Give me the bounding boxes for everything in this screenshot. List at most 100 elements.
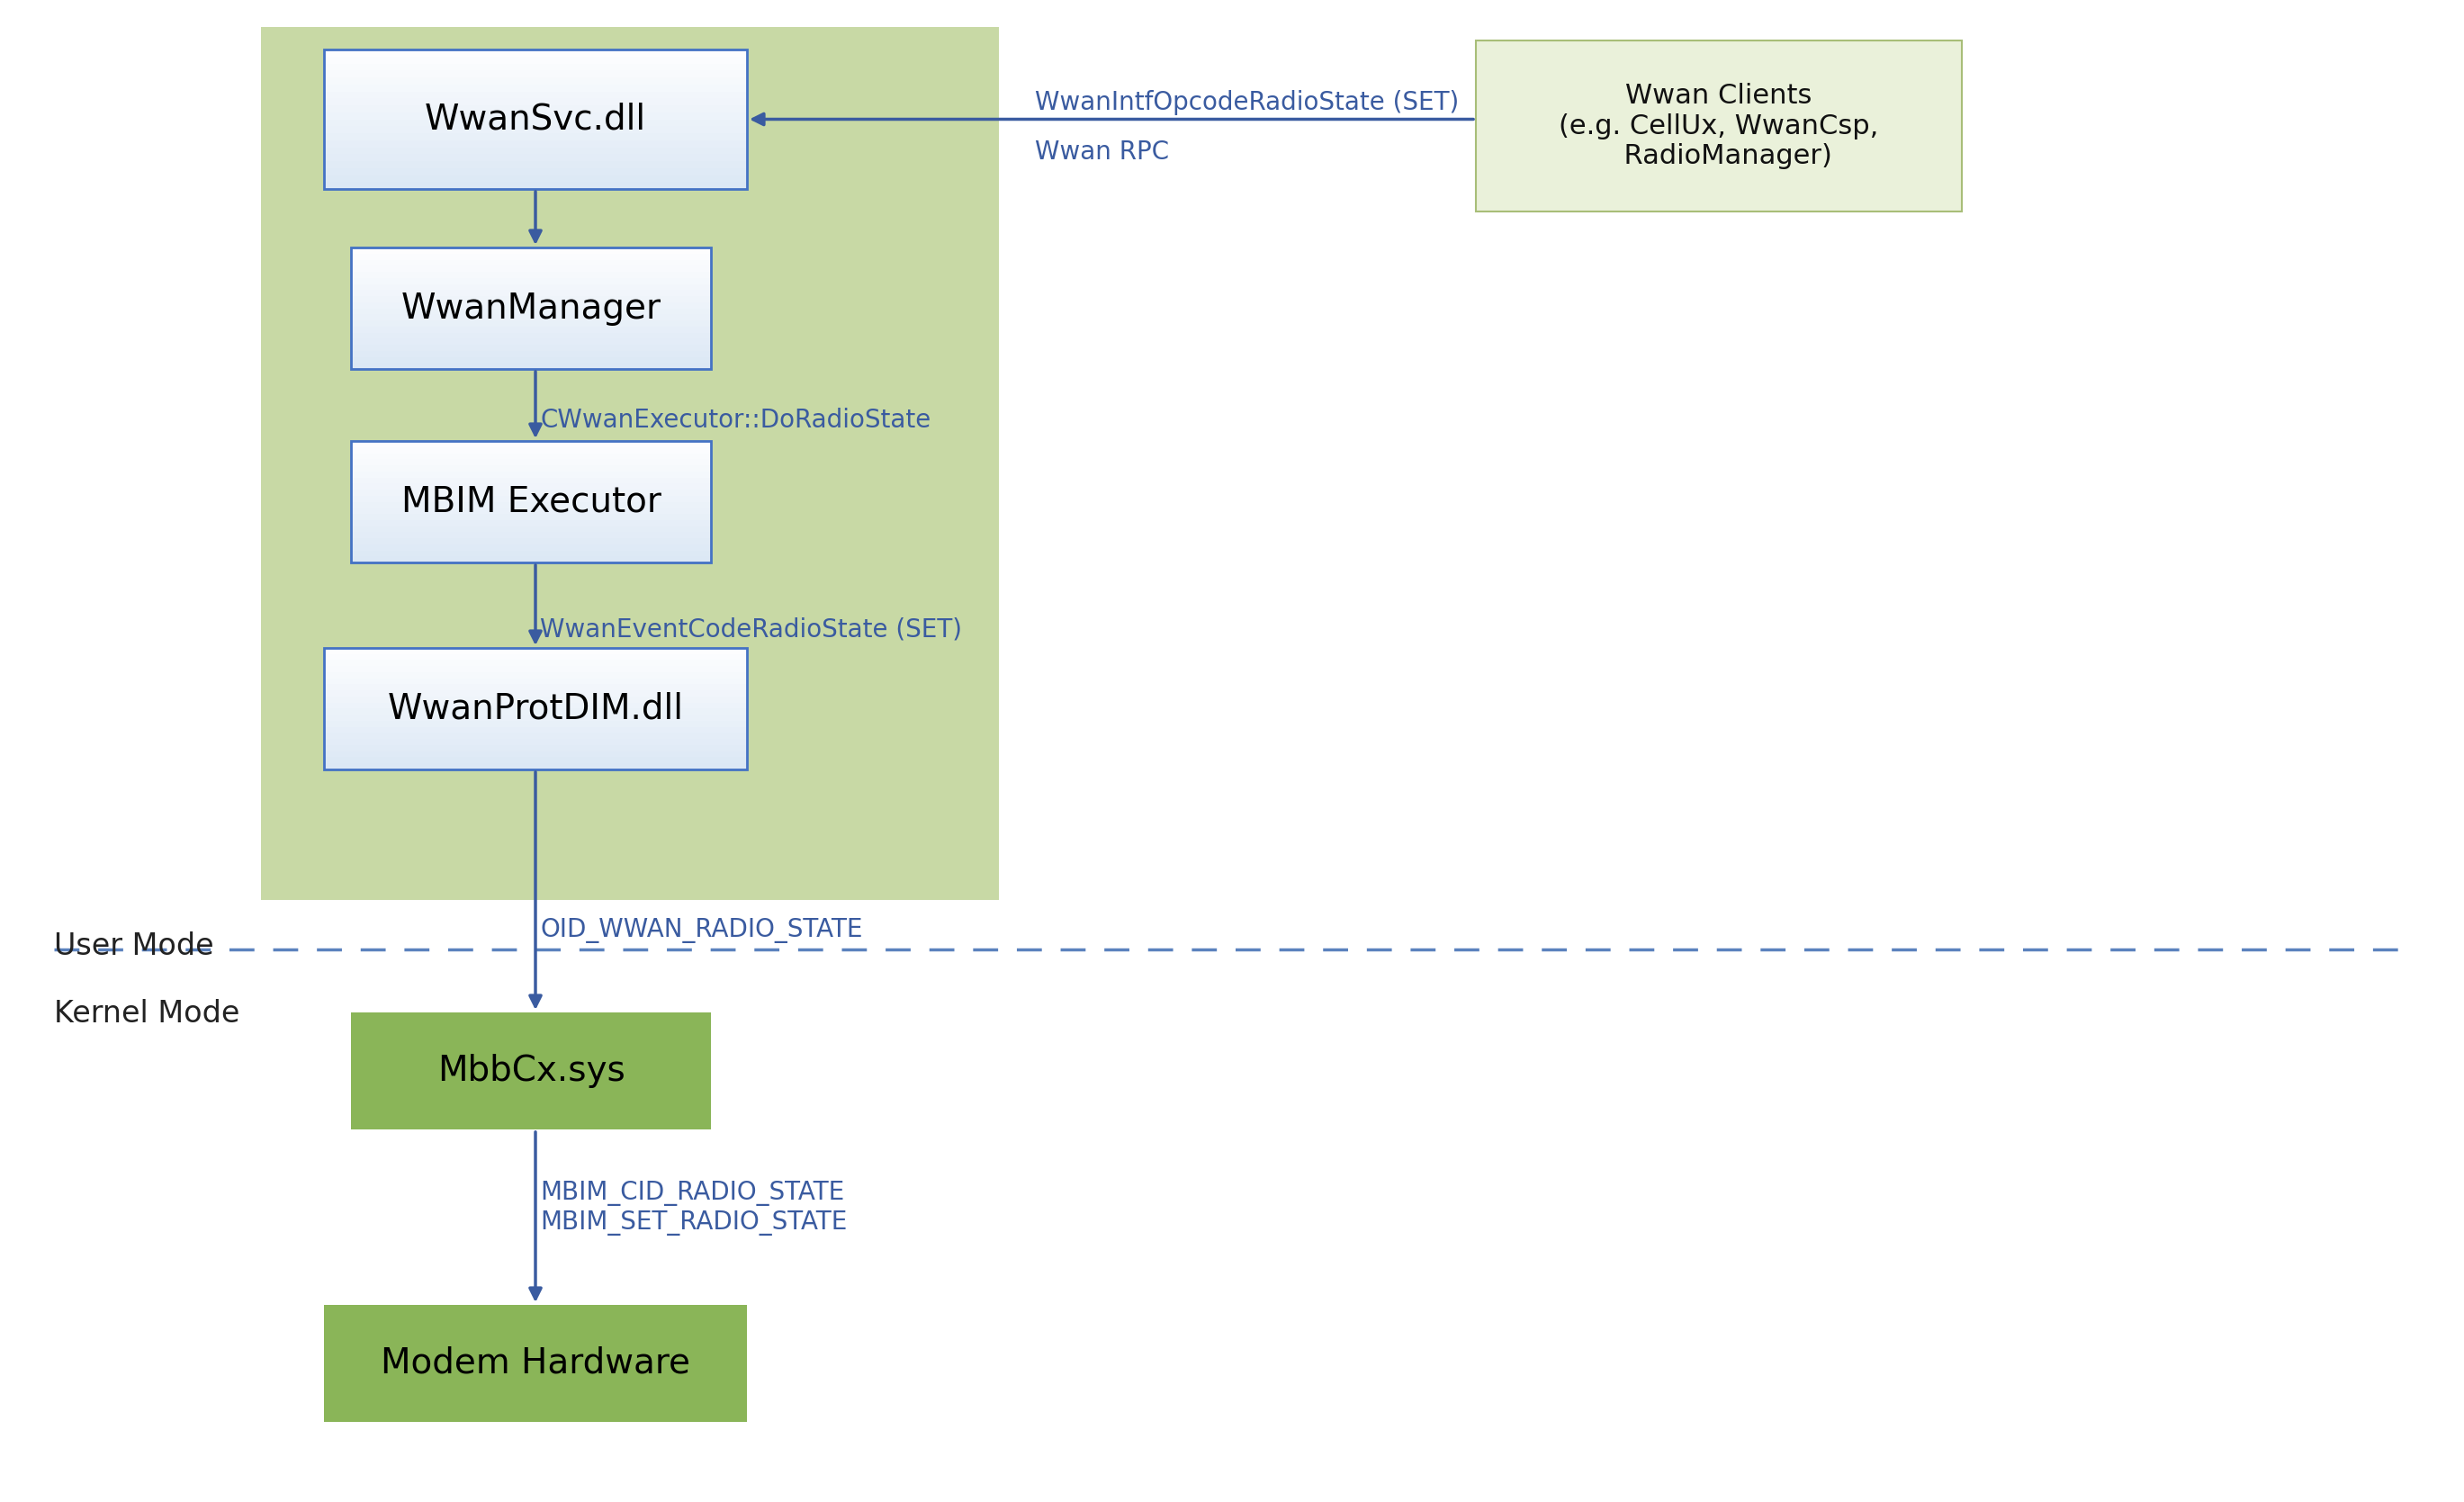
Bar	[1476, 41, 1961, 212]
Bar	[323, 168, 747, 176]
Bar	[323, 50, 747, 189]
Bar	[350, 254, 712, 260]
Bar	[261, 27, 998, 900]
Bar	[350, 526, 712, 532]
Bar	[323, 126, 747, 134]
Bar	[323, 715, 747, 721]
Text: Wwan RPC: Wwan RPC	[1035, 140, 1168, 165]
Bar	[323, 1305, 747, 1422]
Bar	[350, 556, 712, 562]
Bar	[323, 63, 747, 71]
Bar	[350, 472, 712, 478]
Bar	[323, 161, 747, 168]
Bar	[323, 119, 747, 126]
Bar	[323, 647, 747, 653]
Bar	[350, 484, 712, 490]
Bar	[350, 363, 712, 369]
Text: WwanEventCodeRadioState (SET): WwanEventCodeRadioState (SET)	[540, 616, 961, 641]
Bar	[323, 697, 747, 703]
Text: WwanProtDIM.dll: WwanProtDIM.dll	[387, 691, 683, 725]
Bar	[350, 248, 712, 254]
Bar	[323, 751, 747, 757]
Bar	[350, 544, 712, 550]
Text: MbbCx.sys: MbbCx.sys	[436, 1054, 626, 1087]
Bar	[350, 302, 712, 308]
Bar	[323, 727, 747, 733]
Bar	[350, 502, 712, 508]
Bar	[323, 739, 747, 745]
Bar	[350, 442, 712, 448]
Bar	[350, 284, 712, 290]
Bar	[323, 182, 747, 189]
Text: CWwanExecutor::DoRadioState: CWwanExecutor::DoRadioState	[540, 407, 931, 433]
Bar	[350, 351, 712, 357]
Bar	[323, 757, 747, 763]
Text: Modem Hardware: Modem Hardware	[379, 1346, 690, 1380]
Bar	[350, 514, 712, 520]
Bar	[350, 332, 712, 338]
Bar	[323, 98, 747, 105]
Bar	[323, 691, 747, 697]
Bar	[350, 466, 712, 472]
Bar	[350, 308, 712, 314]
Bar	[323, 140, 747, 147]
Text: MBIM Executor: MBIM Executor	[402, 485, 660, 518]
Bar	[323, 763, 747, 769]
Bar	[350, 260, 712, 266]
Bar	[350, 248, 712, 369]
Bar	[323, 57, 747, 63]
Bar	[350, 520, 712, 526]
Bar	[350, 490, 712, 496]
Bar	[323, 92, 747, 98]
Bar	[350, 532, 712, 538]
Bar	[350, 272, 712, 278]
Bar	[323, 50, 747, 57]
Bar	[323, 679, 747, 685]
Text: Kernel Mode: Kernel Mode	[54, 999, 239, 1029]
Bar	[350, 278, 712, 284]
Bar	[323, 733, 747, 739]
Bar	[350, 266, 712, 272]
Text: WwanSvc.dll: WwanSvc.dll	[424, 102, 646, 137]
Text: WwanIntfOpcodeRadioState (SET): WwanIntfOpcodeRadioState (SET)	[1035, 90, 1459, 116]
Bar	[323, 105, 747, 113]
Bar	[350, 290, 712, 296]
Bar	[323, 653, 747, 659]
Bar	[323, 176, 747, 182]
Bar	[323, 134, 747, 140]
Bar	[323, 78, 747, 84]
Bar	[350, 314, 712, 320]
Bar	[350, 538, 712, 544]
Bar	[323, 84, 747, 92]
Bar	[323, 709, 747, 715]
Bar	[323, 147, 747, 155]
Bar	[350, 478, 712, 484]
Text: User Mode: User Mode	[54, 931, 214, 961]
Bar	[350, 296, 712, 302]
Bar	[323, 647, 747, 769]
Bar	[323, 721, 747, 727]
Bar	[323, 71, 747, 78]
Bar	[350, 508, 712, 514]
Bar	[350, 496, 712, 502]
Bar	[323, 745, 747, 751]
Bar	[323, 673, 747, 679]
Bar	[323, 155, 747, 161]
Bar	[350, 344, 712, 351]
Bar	[323, 703, 747, 709]
Bar	[350, 448, 712, 454]
Text: WwanManager: WwanManager	[402, 291, 660, 326]
Bar	[350, 550, 712, 556]
Bar	[350, 1012, 712, 1130]
Bar	[350, 454, 712, 460]
Bar	[350, 326, 712, 332]
Bar	[323, 667, 747, 673]
Text: MBIM_CID_RADIO_STATE
MBIM_SET_RADIO_STATE: MBIM_CID_RADIO_STATE MBIM_SET_RADIO_STAT…	[540, 1181, 848, 1236]
Text: OID_WWAN_RADIO_STATE: OID_WWAN_RADIO_STATE	[540, 918, 862, 943]
Bar	[323, 685, 747, 691]
Bar	[350, 338, 712, 344]
Bar	[323, 113, 747, 119]
Bar	[350, 357, 712, 363]
Bar	[350, 320, 712, 326]
Text: Wwan Clients
(e.g. CellUx, WwanCsp,
  RadioManager): Wwan Clients (e.g. CellUx, WwanCsp, Radi…	[1560, 83, 1878, 170]
